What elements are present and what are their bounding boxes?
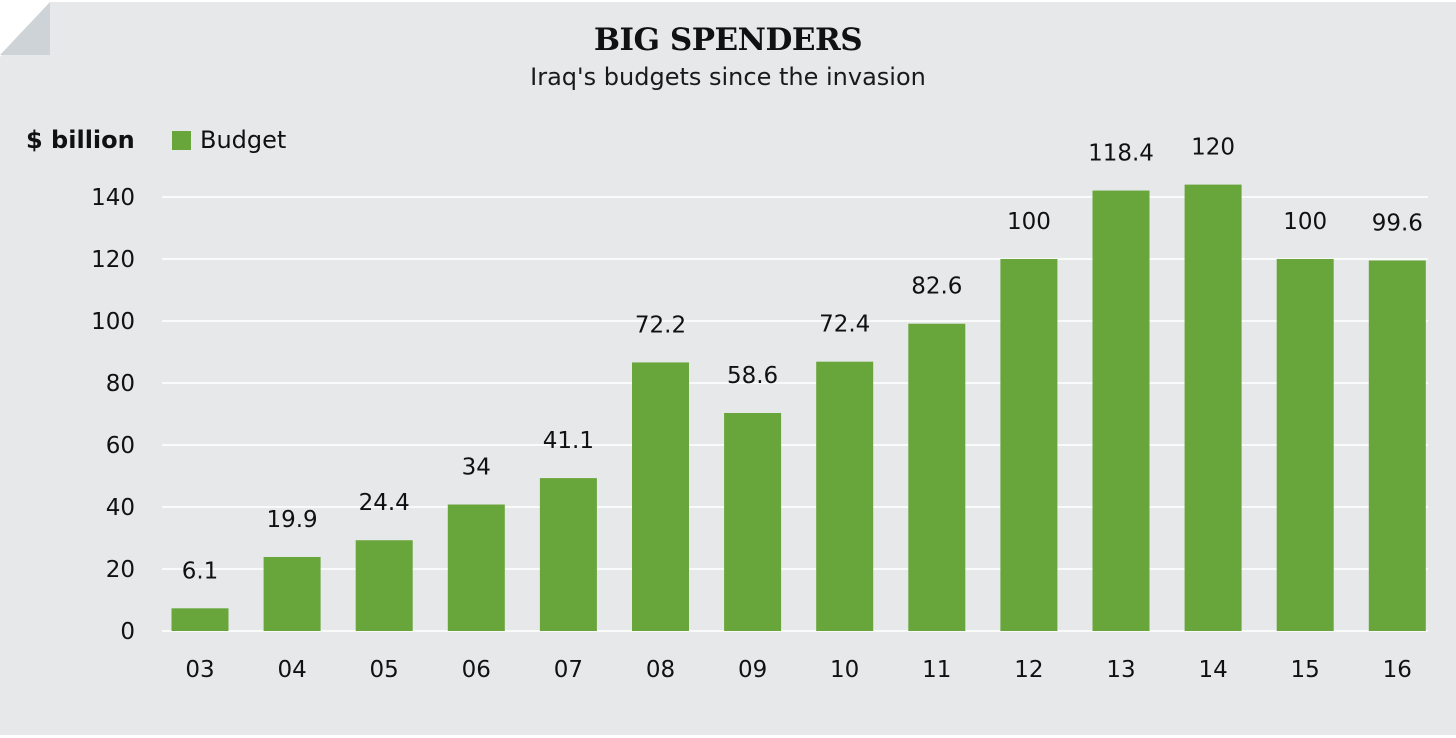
data-label: 6.1 [182,558,219,584]
bar [724,413,782,631]
data-label: 72.2 [635,312,686,338]
y-tick-label: 80 [106,371,135,397]
x-tick-label: 07 [554,657,583,683]
chart-title: BIG SPENDERS [593,22,863,58]
bar [1276,259,1334,631]
bar [1000,259,1058,631]
x-tick-label: 10 [830,657,859,683]
y-axis-label: $ billion [26,126,135,154]
bar [355,540,413,631]
data-label: 41.1 [543,428,594,454]
x-tick-label: 15 [1291,657,1320,683]
x-tick-label: 16 [1383,657,1412,683]
bar [447,504,505,631]
x-tick-label: 06 [462,657,491,683]
x-tick-label: 09 [738,657,767,683]
bar [1368,260,1426,631]
x-tick-label: 13 [1106,657,1135,683]
y-tick-label: 120 [91,247,135,273]
bar [1092,190,1150,631]
bar [171,608,229,631]
x-tick-label: 14 [1198,657,1227,683]
bar [539,478,597,631]
x-tick-label: 05 [370,657,399,683]
x-tick-label: 03 [185,657,214,683]
data-label: 82.6 [911,274,962,300]
data-label: 19.9 [266,507,317,533]
data-label: 99.6 [1372,210,1423,236]
bar [908,323,966,631]
legend-swatch-budget [172,130,191,150]
chart-subtitle: Iraq's budgets since the invasion [530,63,926,91]
data-label: 120 [1191,135,1235,161]
data-label: 34 [462,455,491,481]
bar [632,362,689,631]
y-tick-label: 140 [91,185,135,211]
data-label: 100 [1007,209,1051,235]
y-tick-label: 0 [120,619,135,645]
y-tick-label: 100 [91,309,135,335]
data-label: 72.4 [819,312,870,338]
legend-label-budget: Budget [200,126,287,154]
data-label: 24.4 [359,490,410,516]
x-tick-label: 12 [1014,657,1043,683]
legend: Budget [172,126,286,154]
bar [816,361,874,631]
data-label: 118.4 [1088,141,1154,167]
data-label: 100 [1283,209,1327,235]
data-label: 58.6 [727,363,778,389]
bar [263,556,321,631]
y-tick-label: 40 [106,495,135,521]
x-tick-label: 11 [922,657,951,683]
x-tick-label: 08 [646,657,675,683]
y-tick-label: 60 [106,433,135,459]
x-tick-label: 04 [277,657,306,683]
y-tick-label: 20 [106,557,135,583]
bar [1184,184,1242,631]
